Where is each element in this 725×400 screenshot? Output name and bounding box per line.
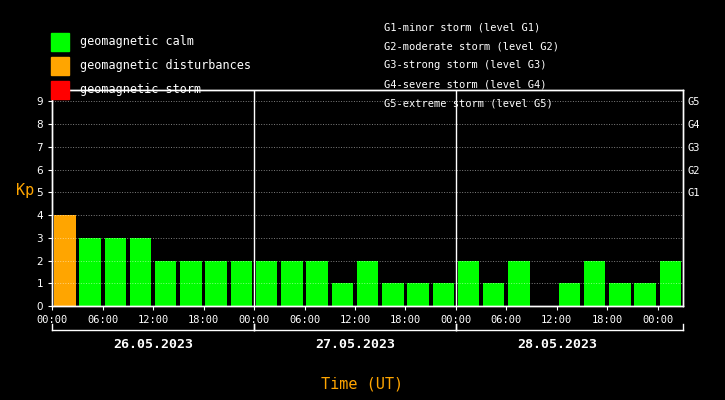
Text: 28.05.2023: 28.05.2023 (517, 338, 597, 350)
Bar (609, 283, 631, 306)
Text: geomagnetic calm: geomagnetic calm (80, 36, 194, 48)
Text: 26.05.2023: 26.05.2023 (113, 338, 193, 350)
Bar (281, 260, 302, 306)
Bar (508, 260, 530, 306)
Bar (483, 283, 505, 306)
Bar (584, 260, 605, 306)
Bar (79, 238, 101, 306)
Bar (54, 215, 75, 306)
Bar (231, 260, 252, 306)
Bar (155, 260, 176, 306)
Bar (104, 238, 126, 306)
Bar (205, 260, 227, 306)
Text: G5-extreme storm (level G5): G5-extreme storm (level G5) (384, 99, 553, 109)
Bar (660, 260, 681, 306)
Y-axis label: Kp: Kp (16, 183, 35, 198)
Bar (559, 283, 580, 306)
Bar (130, 238, 152, 306)
Text: G2-moderate storm (level G2): G2-moderate storm (level G2) (384, 41, 559, 51)
Text: G4-severe storm (level G4): G4-severe storm (level G4) (384, 80, 547, 90)
Text: Time (UT): Time (UT) (321, 376, 404, 392)
Bar (256, 260, 278, 306)
Text: 27.05.2023: 27.05.2023 (315, 338, 395, 350)
Bar (407, 283, 428, 306)
Bar (634, 283, 656, 306)
Bar (457, 260, 479, 306)
Text: G3-strong storm (level G3): G3-strong storm (level G3) (384, 60, 547, 70)
Bar (357, 260, 378, 306)
Text: geomagnetic disturbances: geomagnetic disturbances (80, 60, 251, 72)
Text: geomagnetic storm: geomagnetic storm (80, 84, 201, 96)
Bar (433, 283, 454, 306)
Bar (331, 283, 353, 306)
Bar (382, 283, 404, 306)
Bar (307, 260, 328, 306)
Text: G1-minor storm (level G1): G1-minor storm (level G1) (384, 22, 541, 32)
Bar (181, 260, 202, 306)
